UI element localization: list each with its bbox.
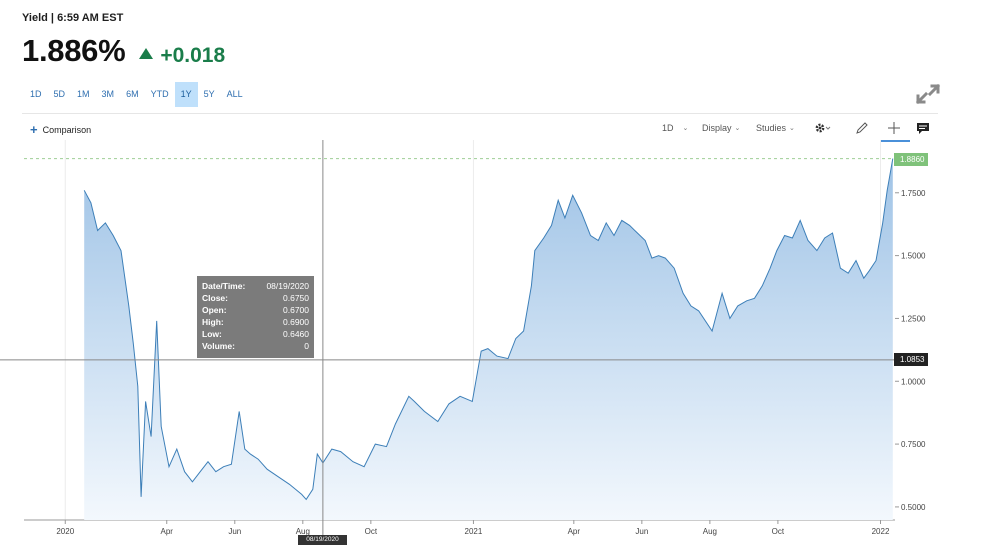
x-tick-label: Apr	[568, 527, 581, 536]
crosshair-date-flag: 08/19/2020	[298, 535, 347, 545]
tooltip-value: 0.6700	[283, 305, 309, 316]
range-tab-5d[interactable]: 5D	[53, 89, 66, 99]
range-tab-1y[interactable]: 1Y	[174, 82, 198, 107]
comparison-label: Comparison	[42, 125, 92, 135]
tooltip-row-open: Open: 0.6700	[202, 304, 309, 316]
tooltip-label: Date/Time:	[202, 281, 246, 291]
toolbar-divider	[22, 113, 938, 114]
interval-dropdown[interactable]: 1D ⌄	[662, 123, 688, 133]
y-tick-label: 0.7500	[901, 440, 926, 449]
tooltip-value: 0.6900	[283, 317, 309, 328]
up-arrow-icon	[139, 48, 154, 59]
range-tab-1d[interactable]: 1D	[30, 89, 42, 99]
x-tick-label: 2021	[465, 527, 483, 536]
y-tick-label: 1.2500	[901, 314, 926, 323]
range-tabs: 1D 5D 1M 3M 6M YTD 1Y 5Y ALL	[24, 82, 249, 107]
tooltip-label: Volume:	[202, 341, 235, 352]
y-tick-label: 0.5000	[901, 503, 926, 512]
crosshair-active-indicator	[881, 140, 910, 142]
display-dropdown[interactable]: Display ⌄	[702, 123, 740, 133]
x-axis: 2020 Apr Jun Aug Oct 2021 Apr Jun Aug Oct 2022	[56, 520, 890, 536]
comment-icon[interactable]	[913, 119, 933, 137]
tooltip-row-close: Close: 0.6750	[202, 292, 309, 304]
x-tick-label: Oct	[365, 527, 378, 536]
tooltip-row-low: Low: 0.6460	[202, 328, 309, 340]
x-tick-label: 2022	[872, 527, 890, 536]
tooltip-label: Open:	[202, 305, 227, 316]
range-tab-6m[interactable]: 6M	[126, 89, 139, 99]
price-change-value: +0.018	[160, 43, 226, 67]
tooltip-row-volume: Volume: 0	[202, 340, 309, 352]
range-tab-ytd[interactable]: YTD	[150, 89, 169, 99]
y-axis: 0.5000 0.7500 1.0000 1.2500 1.5000 1.7500	[895, 189, 926, 512]
range-tab-all[interactable]: ALL	[226, 89, 243, 99]
crosshair-icon[interactable]	[884, 119, 904, 137]
tooltip-value: 0	[304, 341, 309, 352]
tooltip-value: 08/19/2020	[266, 281, 309, 291]
draw-pencil-icon[interactable]	[852, 119, 872, 137]
price-change: +0.018	[139, 44, 225, 68]
range-tab-3m[interactable]: 3M	[101, 89, 115, 99]
yield-chart[interactable]: 0.5000 0.7500 1.0000 1.2500 1.5000 1.7500 202…	[0, 140, 1000, 552]
x-tick-label: Oct	[772, 527, 785, 536]
last-value-badge: 1.8860	[894, 153, 929, 166]
chevron-down-icon: ⌄	[682, 125, 689, 132]
chevron-down-icon: ⌄	[789, 125, 795, 132]
x-tick-label: Jun	[635, 527, 648, 536]
y-tick-label: 1.7500	[901, 189, 926, 198]
studies-label: Studies	[756, 123, 787, 133]
y-tick-label: 1.0000	[901, 377, 926, 386]
page-title: Yield | 6:59 AM EST	[22, 12, 124, 24]
yield-area-fill	[84, 158, 893, 520]
tooltip-label: Close:	[202, 293, 228, 304]
plus-icon: +	[30, 122, 38, 137]
x-tick-label: Jun	[228, 527, 241, 536]
tooltip-row-high: High: 0.6900	[202, 316, 309, 328]
x-tick-label: Aug	[296, 527, 310, 536]
chevron-down-icon: ⌄	[734, 125, 741, 132]
expand-icon[interactable]	[915, 82, 941, 106]
range-tab-5y[interactable]: 5Y	[203, 89, 215, 99]
tooltip-label: High:	[202, 317, 224, 328]
tooltip-value: 0.6750	[283, 293, 309, 304]
tooltip-label: Low:	[202, 329, 222, 340]
range-tab-1m[interactable]: 1M	[77, 89, 90, 99]
studies-dropdown[interactable]: Studies ⌄	[756, 123, 795, 133]
display-label: Display	[702, 123, 732, 133]
y-tick-label: 1.5000	[901, 252, 926, 261]
yield-line	[83, 158, 894, 501]
tooltip-value: 0.6460	[283, 329, 309, 340]
tooltip-row-date: Date/Time: 08/19/2020	[202, 280, 309, 292]
x-tick-label: Aug	[703, 527, 717, 536]
last-price: 1.886%	[22, 33, 126, 68]
x-tick-label: Apr	[161, 527, 174, 536]
settings-icon[interactable]	[813, 119, 833, 137]
x-tick-label: 2020	[56, 527, 74, 536]
comparison-button[interactable]: + Comparison	[30, 122, 92, 137]
quote-summary: 1.886% +0.018	[22, 33, 225, 69]
crosshair-value-badge: 1.0853	[894, 353, 929, 366]
interval-label: 1D	[662, 123, 674, 133]
data-tooltip: Date/Time: 08/19/2020 Close: 0.6750 Open: 0…	[197, 276, 314, 358]
